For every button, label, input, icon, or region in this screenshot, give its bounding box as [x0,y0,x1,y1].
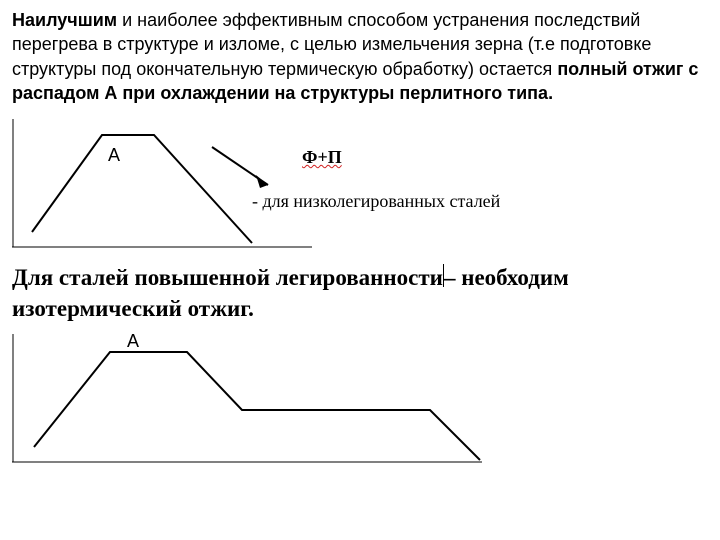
diagram1-svg: А [12,117,312,249]
phase-label-text: Ф+П [302,147,342,167]
paragraph-annealing: Наилучшим и наиболее эффективным способо… [12,8,708,105]
diagram1-phase-wrap: Ф+П [302,147,342,168]
para2-part1: Для сталей повышенной легированности [12,265,443,290]
diagram2-svg: А [12,332,486,464]
paragraph-isothermal: Для сталей повышенной легированности– не… [12,262,708,324]
diagram1-legend-wrap: - для низколегированных сталей [252,191,500,212]
svg-text:А: А [127,332,139,351]
svg-text:А: А [108,145,120,165]
phase-label: Ф+П [302,147,342,167]
diagram-isothermal-anneal: А [12,332,712,467]
legend-low-alloy: - для низколегированных сталей [252,191,500,211]
diagram-full-anneal: А Ф+П - для низколегированных сталей [12,117,712,252]
para1-bold1: Наилучшим [12,10,117,30]
